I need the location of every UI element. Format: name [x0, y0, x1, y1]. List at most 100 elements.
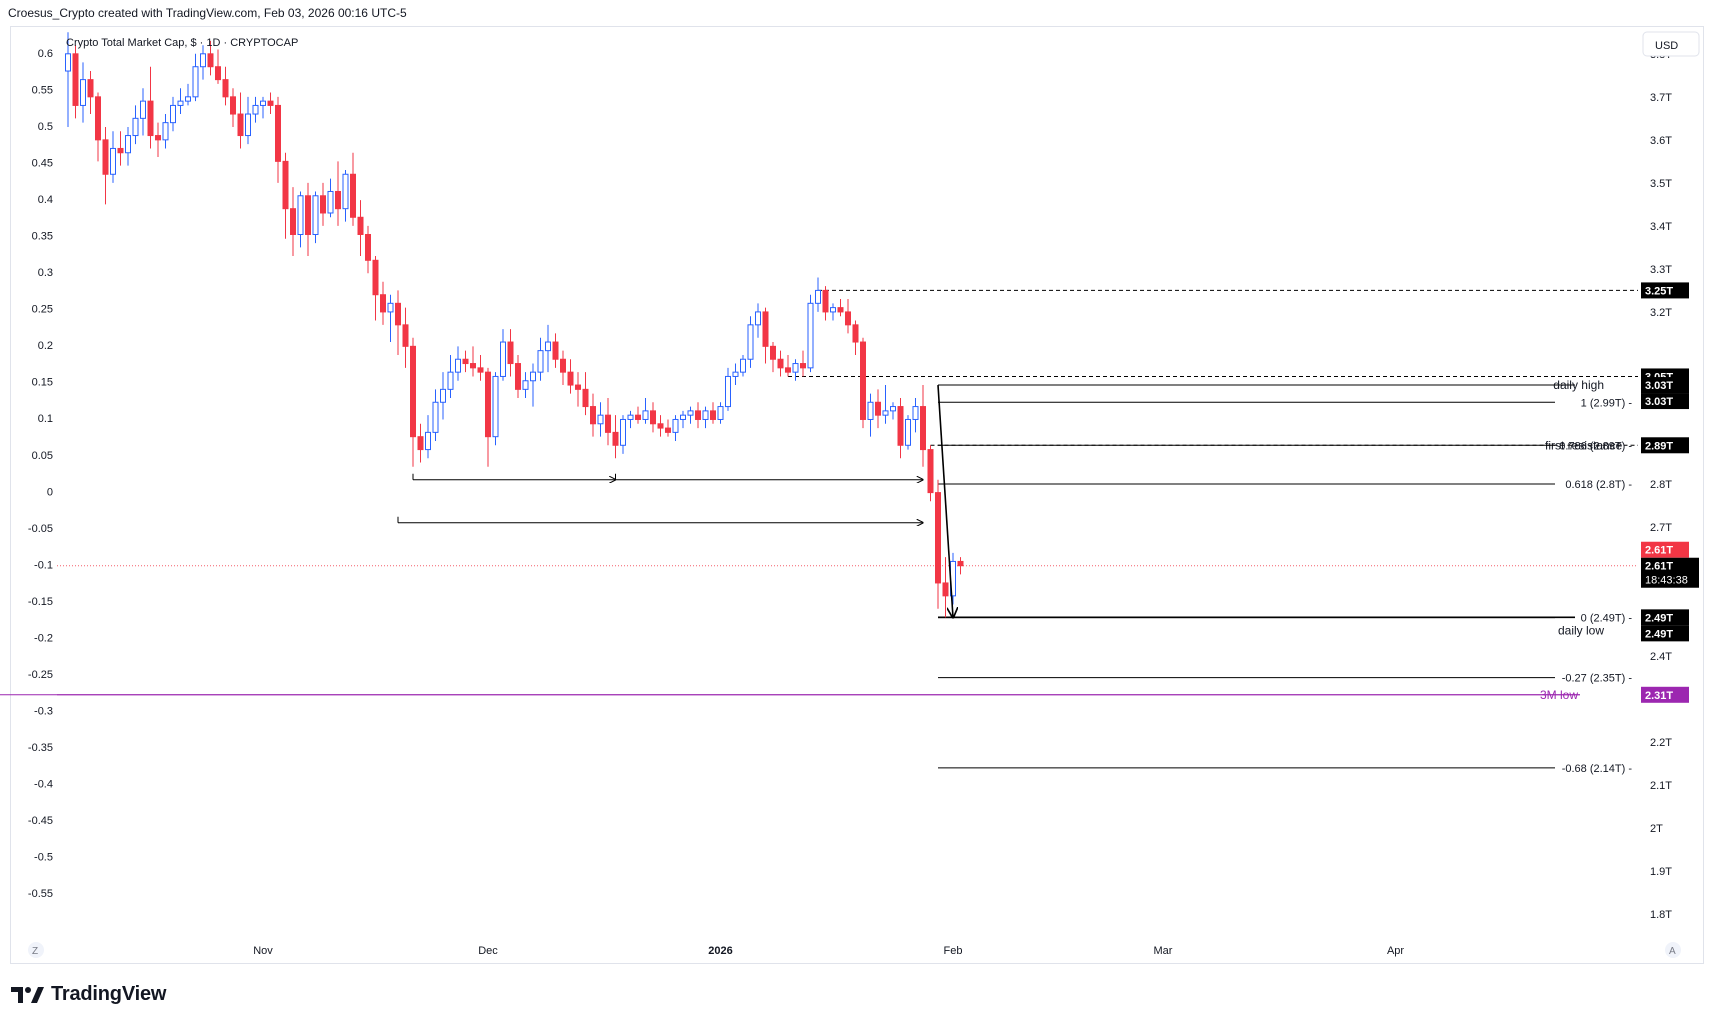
candle-body [605, 414, 611, 433]
candle-body [830, 307, 836, 313]
candle-body [305, 195, 311, 235]
candle-body [275, 104, 281, 162]
candle-body [890, 406, 896, 412]
price-label-box [1641, 282, 1689, 299]
candle-body [455, 358, 461, 373]
price-label-box [1641, 625, 1689, 642]
chart-frame [10, 26, 1704, 964]
price-label-text: 2.89T [1645, 440, 1673, 452]
right-axis-tick: 3.2T [1650, 307, 1672, 319]
fib-extension[interactable]: 1 (2.99T) - 0.786 (2.89T) - 0.618 (2.8T) -… [938, 397, 1632, 775]
candle-body [935, 492, 941, 584]
right-axis-tick: 3.3T [1650, 264, 1672, 276]
candle-body [500, 341, 506, 377]
fib-level-label: 0.618 (2.8T) - [1565, 479, 1632, 491]
price-label-text: 2.61T [1645, 545, 1673, 557]
right-axis-tick: 3.6T [1650, 135, 1672, 147]
candle-body [297, 195, 304, 235]
level-first-resistance-label: first resistance [1545, 438, 1623, 452]
candle-body [215, 66, 221, 81]
candle-body [650, 410, 656, 425]
time-axis[interactable]: Nov Dec 2026 Feb Mar Apr [253, 945, 1404, 957]
right-axis[interactable]: 3.8T3.7T3.6T3.5T3.4T3.3T3.2T3T2.8T2.7T2.… [1650, 49, 1672, 921]
candle-body [620, 418, 626, 446]
price-label-text: 2.49T [1645, 628, 1673, 640]
left-axis-tick: -0.35 [28, 742, 53, 754]
left-axis-tick: 0.25 [32, 304, 53, 316]
price-label-text: 2.31T [1645, 690, 1673, 702]
candle-body [95, 96, 101, 141]
candle-body [462, 358, 469, 365]
candle-body [237, 113, 244, 137]
candle-body [642, 410, 649, 420]
candle-body [582, 388, 589, 408]
right-axis-tick: 3.5T [1650, 178, 1672, 190]
left-axis-tick: -0.05 [28, 523, 53, 535]
candle-body [875, 401, 881, 416]
price-label-countdown: 18:43:38 [1645, 575, 1688, 587]
candle-body [327, 190, 334, 214]
tradingview-logo-icon [11, 986, 44, 1003]
candle-body [282, 160, 289, 210]
candle-body [612, 431, 619, 446]
candle-body [560, 358, 566, 373]
scale-corner-left[interactable]: Z [28, 942, 44, 958]
fib-level-label: -0.68 (2.14T) - [1562, 763, 1633, 775]
candle-body [530, 371, 536, 382]
candle-body [125, 135, 131, 154]
candle-body [395, 302, 401, 326]
candle-body [732, 371, 739, 377]
candle-body [785, 367, 791, 373]
price-label-box [1641, 686, 1689, 703]
price-label-text: 3.25T [1645, 285, 1673, 297]
candle-body [627, 414, 634, 420]
scale-corner-right[interactable]: A [1665, 942, 1681, 958]
candle-body [770, 345, 776, 360]
left-axis-tick: 0.05 [32, 450, 53, 462]
level-3m-low-label: 3M low [1540, 688, 1578, 702]
fib-level-label: -0.27 (2.35T) - [1562, 673, 1633, 685]
candle-body [920, 406, 926, 451]
currency-button[interactable]: USD [1642, 31, 1700, 57]
candle-body [342, 173, 349, 210]
left-axis-tick: -0.4 [34, 779, 53, 791]
ray-arrows[interactable] [397, 473, 923, 523]
candle-body [912, 406, 919, 420]
candle-body [87, 79, 94, 98]
level-daily-high-label: daily high [1553, 378, 1604, 392]
trend-line[interactable] [937, 385, 953, 617]
candle-body [65, 53, 71, 72]
left-axis-tick: 0 [47, 486, 53, 498]
candle-body [162, 122, 169, 141]
price-label-box [1641, 377, 1689, 394]
candle-body [425, 431, 431, 451]
candle-body [672, 418, 679, 433]
candle-body [380, 294, 386, 313]
left-axis-tick: 0.2 [38, 340, 53, 352]
candle-body [867, 401, 874, 420]
price-labels: 3.25T3.05T3.03T3.03T2.89T2.61T2.61T18:43… [1641, 282, 1699, 703]
candle-body [252, 104, 259, 115]
tradingview-logo[interactable]: TradingView [11, 983, 166, 1006]
candle-body [222, 79, 229, 98]
candle-body [747, 324, 754, 360]
trend-line-arrow[interactable] [937, 385, 953, 617]
right-axis-tick: 2.4T [1650, 651, 1672, 663]
candle-body [117, 147, 124, 154]
left-axis-tick: -0.2 [34, 632, 53, 644]
tradingview-wordmark: TradingView [51, 983, 167, 1005]
candle-body [635, 414, 641, 420]
candle-body [860, 341, 866, 420]
chart-title: Crypto Total Market Cap, $ · 1D · CRYPTO… [66, 37, 298, 49]
price-label-text: 3.03T [1645, 396, 1673, 408]
time-axis-tick: Mar [1154, 945, 1173, 957]
time-axis-tick: Apr [1387, 945, 1404, 957]
candle-body [927, 449, 934, 494]
candle-body [687, 410, 694, 416]
candle-body [365, 233, 371, 261]
left-axis-tick: 0.5 [38, 121, 53, 133]
right-axis-tick: 1.8T [1650, 909, 1672, 921]
price-label-box [1641, 437, 1689, 454]
fib-level-label: 0 (2.49T) - [1581, 612, 1633, 624]
